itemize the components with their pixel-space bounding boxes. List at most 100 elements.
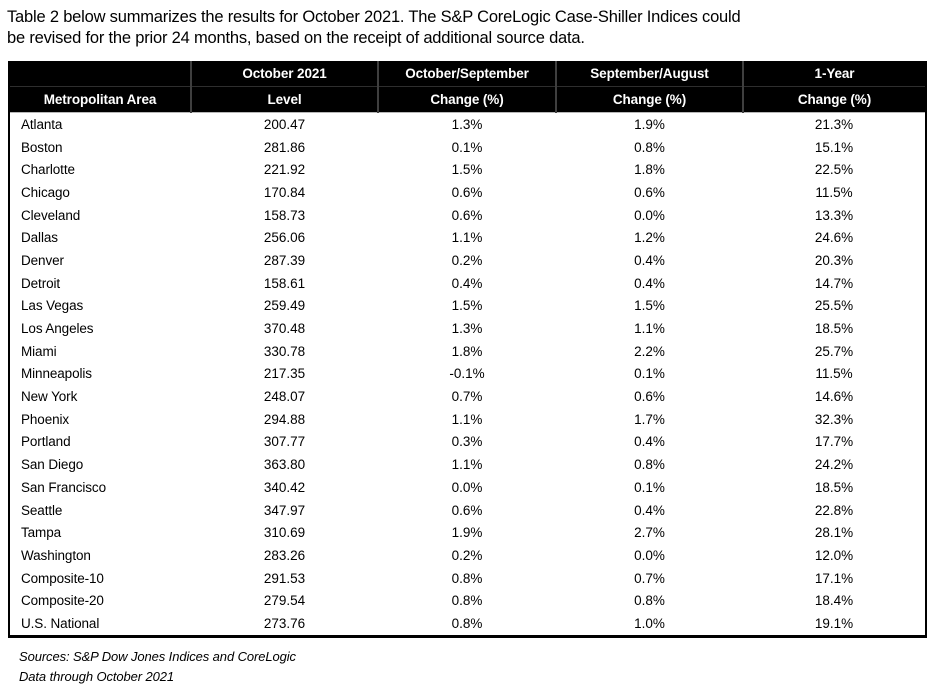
- level-cell: 158.73: [191, 203, 378, 227]
- oct-sep-change-cell: 0.8%: [378, 612, 556, 637]
- level-cell: 340.42: [191, 476, 378, 499]
- one-year-change-cell: 18.4%: [743, 589, 926, 613]
- level-cell: 221.92: [191, 158, 378, 182]
- level-cell: 363.80: [191, 453, 378, 476]
- sep-aug-change-cell: 2.7%: [556, 521, 743, 545]
- metro-area-cell: San Diego: [9, 453, 191, 476]
- sep-aug-change-cell: 0.6%: [556, 181, 743, 204]
- level-cell: 287.39: [191, 249, 378, 272]
- oct-sep-change-cell: 0.8%: [378, 589, 556, 613]
- sep-aug-change-cell: 0.8%: [556, 453, 743, 476]
- case-shiller-results-table: October 2021 October/September September…: [8, 61, 927, 638]
- one-year-change-cell: 22.8%: [743, 498, 926, 522]
- sep-aug-change-cell: 1.9%: [556, 112, 743, 136]
- oct-sep-change-cell: 1.5%: [378, 294, 556, 318]
- table-row: New York 248.07 0.7% 0.6% 14.6%: [9, 385, 926, 408]
- one-year-change-cell: 18.5%: [743, 476, 926, 499]
- sep-aug-change-cell: 1.2%: [556, 226, 743, 250]
- metro-area-cell: Phoenix: [9, 407, 191, 431]
- table-row: Los Angeles 370.48 1.3% 1.1% 18.5%: [9, 317, 926, 340]
- oct-sep-change-cell: 1.1%: [378, 407, 556, 431]
- metro-area-cell: Charlotte: [9, 158, 191, 182]
- level-cell: 279.54: [191, 589, 378, 613]
- intro-paragraph: Table 2 below summarizes the results for…: [7, 7, 925, 48]
- level-cell: 330.78: [191, 339, 378, 363]
- sep-aug-change-cell: 1.0%: [556, 612, 743, 637]
- level-cell: 347.97: [191, 498, 378, 522]
- header-october-september: October/September: [377, 61, 556, 87]
- level-cell: 158.61: [191, 271, 378, 295]
- one-year-change-cell: 13.3%: [743, 203, 926, 227]
- table-row: San Francisco 340.42 0.0% 0.1% 18.5%: [9, 476, 926, 499]
- metro-area-cell: Detroit: [9, 271, 191, 295]
- level-cell: 281.86: [191, 135, 378, 159]
- level-cell: 170.84: [191, 181, 378, 204]
- table-row: Detroit 158.61 0.4% 0.4% 14.7%: [9, 271, 926, 295]
- metro-area-cell: Los Angeles: [9, 317, 191, 340]
- metro-area-cell: Seattle: [9, 498, 191, 522]
- sep-aug-change-cell: 0.0%: [556, 203, 743, 227]
- metro-area-cell: Boston: [9, 135, 191, 159]
- header-september-august: September/August: [555, 61, 743, 87]
- one-year-change-cell: 14.7%: [743, 271, 926, 295]
- metro-area-cell: Portland: [9, 430, 191, 454]
- oct-sep-change-cell: 0.0%: [378, 476, 556, 499]
- one-year-change-cell: 19.1%: [743, 612, 926, 637]
- table-row: Chicago 170.84 0.6% 0.6% 11.5%: [9, 181, 926, 204]
- oct-sep-change-cell: 0.3%: [378, 430, 556, 454]
- one-year-change-cell: 14.6%: [743, 385, 926, 408]
- table-row: Seattle 347.97 0.6% 0.4% 22.8%: [9, 498, 926, 522]
- level-cell: 294.88: [191, 407, 378, 431]
- oct-sep-change-cell: 0.4%: [378, 271, 556, 295]
- metro-area-cell: Minneapolis: [9, 362, 191, 386]
- header-october-2021: October 2021: [190, 61, 378, 87]
- sep-aug-change-cell: 0.6%: [556, 385, 743, 408]
- table-row: U.S. National 273.76 0.8% 1.0% 19.1%: [9, 612, 926, 637]
- table-row: Denver 287.39 0.2% 0.4% 20.3%: [9, 249, 926, 272]
- one-year-change-cell: 25.5%: [743, 294, 926, 318]
- oct-sep-change-cell: 1.9%: [378, 521, 556, 545]
- table-row: Composite-10 291.53 0.8% 0.7% 17.1%: [9, 566, 926, 590]
- table-row: Dallas 256.06 1.1% 1.2% 24.6%: [9, 226, 926, 250]
- oct-sep-change-cell: 1.8%: [378, 339, 556, 363]
- one-year-change-cell: 20.3%: [743, 249, 926, 272]
- metro-area-cell: Composite-20: [9, 589, 191, 613]
- level-cell: 310.69: [191, 521, 378, 545]
- sep-aug-change-cell: 0.0%: [556, 544, 743, 567]
- one-year-change-cell: 18.5%: [743, 317, 926, 340]
- one-year-change-cell: 12.0%: [743, 544, 926, 567]
- level-cell: 273.76: [191, 612, 378, 637]
- sep-aug-change-cell: 0.4%: [556, 430, 743, 454]
- table-row: Cleveland 158.73 0.6% 0.0% 13.3%: [9, 203, 926, 227]
- metro-area-cell: Las Vegas: [9, 294, 191, 318]
- metro-area-cell: Tampa: [9, 521, 191, 545]
- one-year-change-cell: 25.7%: [743, 339, 926, 363]
- table-row: Phoenix 294.88 1.1% 1.7% 32.3%: [9, 407, 926, 431]
- one-year-change-cell: 15.1%: [743, 135, 926, 159]
- sep-aug-change-cell: 1.5%: [556, 294, 743, 318]
- sep-aug-change-cell: 0.1%: [556, 476, 743, 499]
- table-header: October 2021 October/September September…: [9, 61, 926, 113]
- table-row: Portland 307.77 0.3% 0.4% 17.7%: [9, 430, 926, 454]
- header-row-bottom: Metropolitan Area Level Change (%) Chang…: [9, 86, 926, 113]
- metro-area-cell: Composite-10: [9, 566, 191, 590]
- one-year-change-cell: 17.1%: [743, 566, 926, 590]
- one-year-change-cell: 21.3%: [743, 112, 926, 136]
- table-row: Tampa 310.69 1.9% 2.7% 28.1%: [9, 521, 926, 545]
- level-cell: 256.06: [191, 226, 378, 250]
- one-year-change-cell: 11.5%: [743, 181, 926, 204]
- table-row: Charlotte 221.92 1.5% 1.8% 22.5%: [9, 158, 926, 182]
- one-year-change-cell: 11.5%: [743, 362, 926, 386]
- intro-line-1: Table 2 below summarizes the results for…: [7, 8, 741, 26]
- one-year-change-cell: 17.7%: [743, 430, 926, 454]
- table-row: Minneapolis 217.35 -0.1% 0.1% 11.5%: [9, 362, 926, 386]
- metro-area-cell: Cleveland: [9, 203, 191, 227]
- one-year-change-cell: 32.3%: [743, 407, 926, 431]
- data-through-note: Data through October 2021: [19, 669, 175, 685]
- table-row: Miami 330.78 1.8% 2.2% 25.7%: [9, 339, 926, 363]
- level-cell: 248.07: [191, 385, 378, 408]
- sep-aug-change-cell: 0.1%: [556, 362, 743, 386]
- header-metropolitan-area: Metropolitan Area: [9, 86, 191, 113]
- table-row: Washington 283.26 0.2% 0.0% 12.0%: [9, 544, 926, 567]
